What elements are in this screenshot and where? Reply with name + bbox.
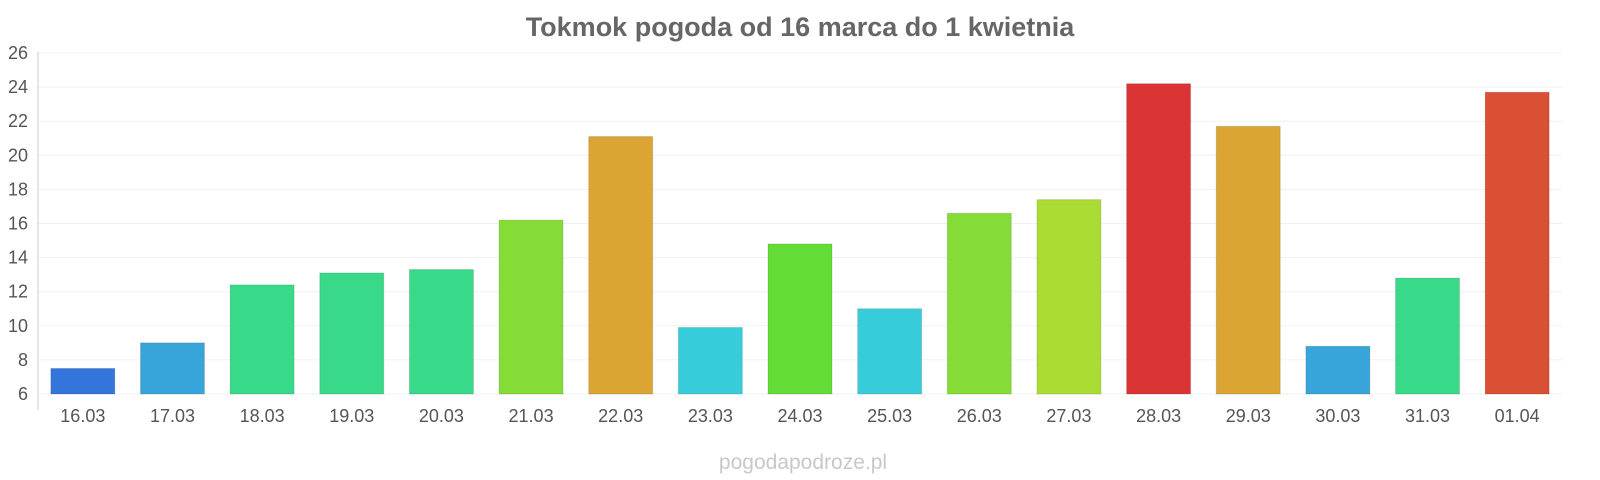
x-tick-label: 28.03 [1136,406,1181,426]
x-tick-label: 29.03 [1226,406,1271,426]
y-tick-label: 14 [8,248,28,268]
bar-21.03 [498,219,564,395]
bar-24.03 [767,243,833,395]
bar-25.03 [857,308,923,395]
chart-title: Tokmok pogoda od 16 marca do 1 kwietnia [526,12,1076,42]
bar-01.04 [1484,91,1550,395]
x-tick-label: 30.03 [1315,406,1360,426]
x-tick-label: 21.03 [509,406,554,426]
x-tick-label: 27.03 [1046,406,1091,426]
x-tick-label: 26.03 [957,406,1002,426]
y-tick-label: 8 [18,350,28,370]
bar-18.03 [229,284,295,395]
y-tick-label: 26 [8,43,28,63]
x-tick-label: 18.03 [240,406,285,426]
x-tick-label: 16.03 [60,406,105,426]
x-tick-label: 22.03 [598,406,643,426]
x-tick-label: 19.03 [329,406,374,426]
x-tick-label: 17.03 [150,406,195,426]
y-tick-label: 22 [8,111,28,131]
bar-22.03 [588,136,654,395]
x-tick-label: 23.03 [688,406,733,426]
bar-17.03 [139,342,205,395]
y-tick-label: 18 [8,179,28,199]
bar-29.03 [1215,125,1281,395]
watermark: pogodapodroze.pl [719,451,887,474]
bar-26.03 [946,212,1012,395]
x-tick-label: 25.03 [867,406,912,426]
bar-31.03 [1395,277,1461,395]
x-tick-label: 01.04 [1495,406,1540,426]
y-tick-label: 12 [8,282,28,302]
bar-23.03 [677,327,743,395]
x-tick-label: 31.03 [1405,406,1450,426]
y-tick-label: 20 [8,145,28,165]
bar-30.03 [1305,345,1371,395]
bars [50,83,1550,395]
bar-16.03 [50,367,116,395]
bar-19.03 [319,272,385,395]
x-axis-ticks: 16.03 17.03 18.03 19.03 20.03 21.03 22.03 23.03… [60,406,1539,426]
y-axis-ticks: 6 8 10 12 14 16 18 20 22 24 26 [8,43,28,404]
y-tick-label: 10 [8,316,28,336]
bar-27.03 [1036,199,1102,395]
y-tick-label: 6 [18,384,28,404]
y-tick-label: 16 [8,214,28,234]
bar-20.03 [408,269,474,395]
x-tick-label: 24.03 [777,406,822,426]
y-tick-label: 24 [8,77,28,97]
x-tick-label: 20.03 [419,406,464,426]
bar-28.03 [1126,83,1192,395]
